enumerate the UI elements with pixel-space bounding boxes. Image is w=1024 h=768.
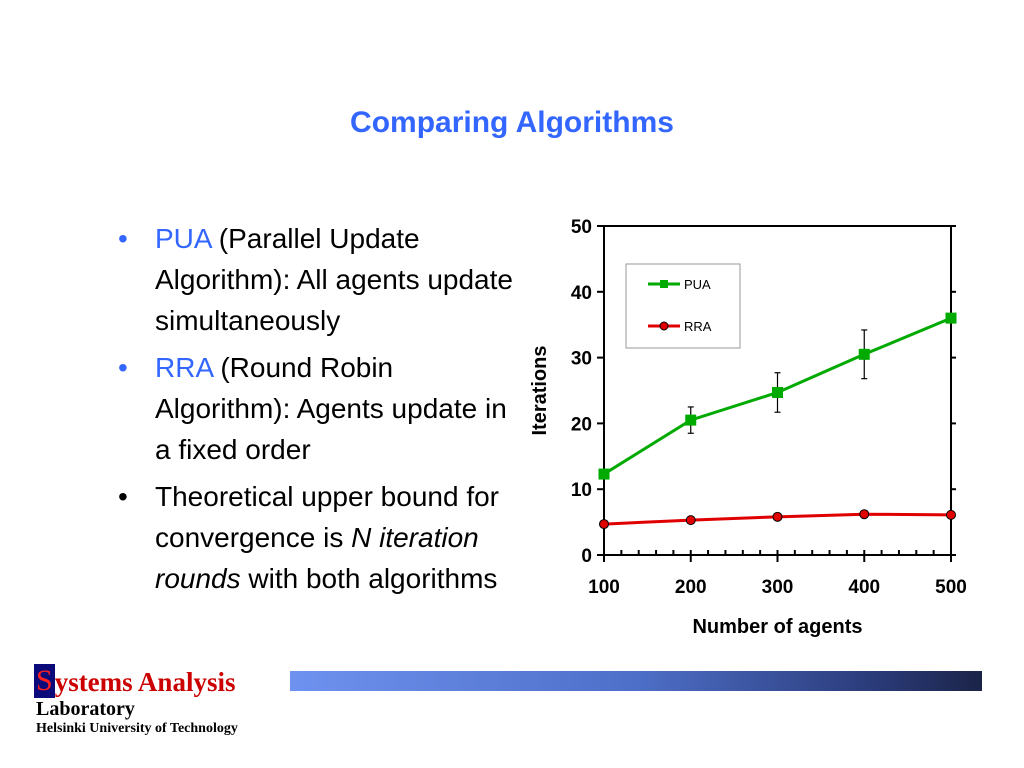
y-tick-label: 0 — [581, 546, 592, 567]
lab-logo: Systems Analysis — [34, 664, 235, 700]
legend-box — [625, 263, 741, 349]
data-point-rra — [946, 509, 956, 520]
x-tick-label: 500 — [935, 577, 967, 598]
bullet-text-pua: (Parallel Update Algorithm): All agents … — [155, 223, 513, 336]
bullet-list: • PUA (Parallel Update Algorithm): All ag… — [118, 218, 518, 605]
bullet-rra: • RRA (Round Robin Algorithm): Agents upd… — [118, 347, 518, 470]
bullet-term-pua: PUA — [155, 223, 212, 254]
y-tick-label: 20 — [571, 414, 592, 435]
bullet-marker: • — [118, 352, 128, 383]
x-axis-label: Number of agents — [692, 616, 862, 638]
data-point-pua — [945, 312, 957, 324]
legend-marker-pua — [660, 280, 668, 288]
x-tick-label: 200 — [675, 577, 707, 598]
data-point-rra — [772, 511, 783, 522]
y-tick-label: 50 — [571, 217, 592, 238]
bullet-pua: • PUA (Parallel Update Algorithm): All ag… — [118, 218, 518, 341]
bullet-text-post: with both algorithms — [240, 563, 498, 594]
iterations-chart: 0 10 20 30 40 50 100 200 300 400 500 Number of agen… — [529, 217, 967, 638]
footer-gradient-bar — [290, 671, 982, 691]
chart-legend: PUA RRA — [625, 263, 741, 349]
slide-title: Comparing Algorithms — [350, 106, 674, 139]
bullet-text-rra: (Round Robin Algorithm): Agents update i… — [155, 352, 507, 465]
bullet-term-rra: RRA — [155, 352, 213, 383]
institution-name: Helsinki University of Technology — [36, 721, 238, 736]
data-point-rra — [685, 515, 696, 526]
logo-laboratory: Laboratory — [36, 698, 135, 720]
bullet-text-pre: Theoretical upper bound for convergence … — [155, 481, 499, 553]
bullet-marker: • — [118, 481, 128, 512]
data-point-pua — [772, 386, 783, 398]
y-axis-label: Iterations — [529, 345, 551, 435]
data-point-pua — [858, 348, 870, 360]
logo-initial: S — [34, 664, 55, 698]
data-point-rra — [599, 519, 609, 530]
bullet-text-em: N iteration rounds — [155, 522, 479, 594]
data-point-pua — [598, 468, 610, 480]
legend-label-pua: PUA — [684, 277, 711, 292]
y-tick-label: 30 — [571, 349, 592, 370]
x-tick-label: 300 — [762, 577, 794, 598]
x-tick-label: 100 — [588, 577, 620, 598]
legend-marker-rra — [659, 321, 669, 331]
logo-name: ystems Analysis — [54, 667, 236, 697]
data-point-pua — [685, 414, 697, 426]
legend-label-rra: RRA — [684, 319, 712, 334]
bullet-marker: • — [118, 223, 128, 254]
data-point-rra — [859, 509, 870, 520]
x-tick-label: 400 — [848, 577, 880, 598]
bullet-upper-bound: • Theoretical upper bound for convergence… — [118, 476, 518, 599]
y-tick-label: 40 — [571, 283, 592, 304]
y-tick-label: 10 — [571, 480, 592, 501]
